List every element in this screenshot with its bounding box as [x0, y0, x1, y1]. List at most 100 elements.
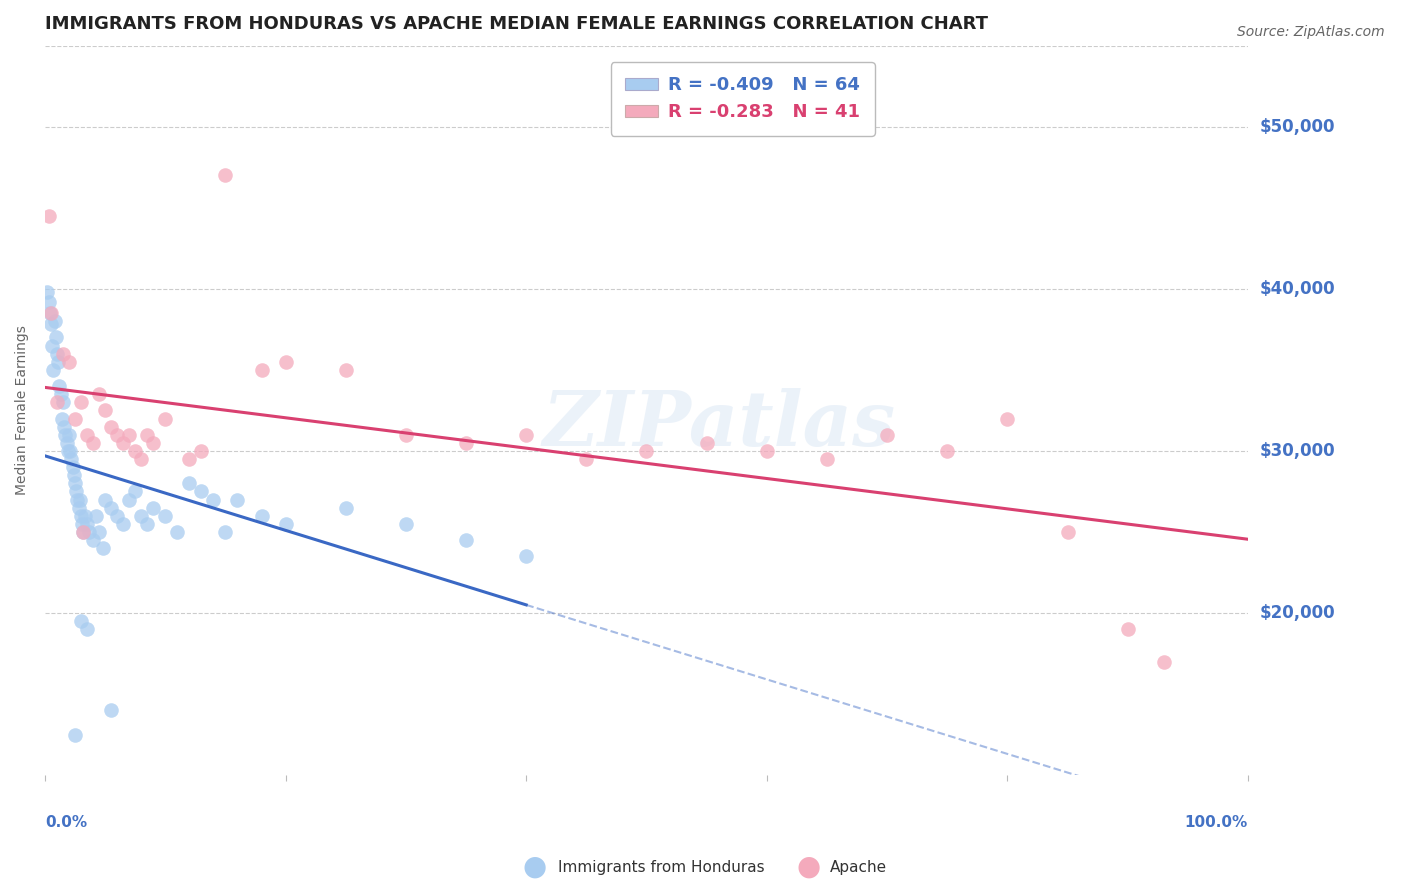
Point	[166, 524, 188, 539]
Point	[636, 444, 658, 458]
Point	[112, 516, 135, 531]
Text: IMMIGRANTS FROM HONDURAS VS APACHE MEDIAN FEMALE EARNINGS CORRELATION CHART: IMMIGRANTS FROM HONDURAS VS APACHE MEDIA…	[45, 15, 988, 33]
Point	[155, 508, 177, 523]
Point	[37, 285, 59, 299]
Point	[38, 306, 60, 320]
Point	[226, 492, 249, 507]
Point	[1153, 655, 1175, 669]
Text: $30,000: $30,000	[1260, 442, 1334, 460]
Text: 0.0%: 0.0%	[45, 815, 87, 830]
Point	[179, 476, 201, 491]
Point	[100, 703, 122, 717]
Point	[46, 395, 69, 409]
Point	[936, 444, 959, 458]
Point	[118, 427, 141, 442]
Point	[39, 318, 62, 332]
Point	[65, 484, 87, 499]
Point	[45, 330, 67, 344]
Point	[76, 516, 98, 531]
Point	[39, 306, 62, 320]
Point	[76, 622, 98, 636]
Point	[94, 403, 117, 417]
Point	[274, 516, 297, 531]
Point	[454, 533, 477, 547]
Point	[136, 427, 159, 442]
Point	[335, 363, 357, 377]
Text: Immigrants from Honduras: Immigrants from Honduras	[558, 860, 765, 874]
Point	[815, 452, 838, 467]
Point	[250, 363, 273, 377]
Text: $50,000: $50,000	[1260, 118, 1334, 136]
Point	[755, 444, 778, 458]
Point	[82, 435, 104, 450]
Text: $40,000: $40,000	[1260, 280, 1334, 298]
Text: Apache: Apache	[830, 860, 887, 874]
Y-axis label: Median Female Earnings: Median Female Earnings	[15, 326, 30, 495]
Point	[38, 294, 60, 309]
Point	[49, 387, 72, 401]
Point	[63, 468, 86, 483]
Text: $20,000: $20,000	[1260, 604, 1334, 622]
Point	[395, 516, 418, 531]
Point	[44, 314, 66, 328]
Point	[250, 508, 273, 523]
Point	[69, 492, 91, 507]
Point	[82, 533, 104, 547]
Point	[72, 524, 94, 539]
Point	[100, 419, 122, 434]
Point	[38, 209, 60, 223]
Point	[696, 435, 718, 450]
Point	[41, 338, 63, 352]
Point	[876, 427, 898, 442]
Point	[105, 508, 128, 523]
Point	[142, 500, 165, 515]
Point	[55, 435, 77, 450]
Point	[94, 492, 117, 507]
Point	[63, 411, 86, 425]
Text: ZIPatlas: ZIPatlas	[543, 388, 896, 462]
Point	[190, 444, 212, 458]
Point	[124, 484, 146, 499]
Point	[46, 355, 69, 369]
Point	[59, 444, 82, 458]
Point	[46, 346, 69, 360]
Point	[575, 452, 598, 467]
Point	[58, 355, 80, 369]
Point	[67, 500, 90, 515]
Point	[118, 492, 141, 507]
Point	[155, 411, 177, 425]
Text: ●: ●	[522, 853, 547, 881]
Point	[51, 411, 73, 425]
Point	[79, 524, 101, 539]
Point	[76, 427, 98, 442]
Point	[55, 427, 77, 442]
Point	[66, 492, 89, 507]
Point	[1056, 524, 1078, 539]
Point	[48, 379, 70, 393]
Point	[335, 500, 357, 515]
Point	[87, 387, 110, 401]
Point	[56, 444, 79, 458]
Point	[73, 508, 96, 523]
Point	[515, 549, 537, 564]
Point	[58, 427, 80, 442]
Point	[202, 492, 225, 507]
Point	[274, 355, 297, 369]
Point	[105, 427, 128, 442]
Point	[214, 169, 236, 183]
Legend: R = -0.409   N = 64, R = -0.283   N = 41: R = -0.409 N = 64, R = -0.283 N = 41	[610, 62, 875, 136]
Text: Source: ZipAtlas.com: Source: ZipAtlas.com	[1237, 25, 1385, 39]
Point	[190, 484, 212, 499]
Point	[1116, 622, 1139, 636]
Point	[997, 411, 1019, 425]
Point	[52, 395, 75, 409]
Point	[70, 395, 93, 409]
Point	[124, 444, 146, 458]
Point	[142, 435, 165, 450]
Point	[100, 500, 122, 515]
Point	[52, 346, 75, 360]
Point	[112, 435, 135, 450]
Text: ●: ●	[796, 853, 821, 881]
Point	[515, 427, 537, 442]
Point	[53, 419, 76, 434]
